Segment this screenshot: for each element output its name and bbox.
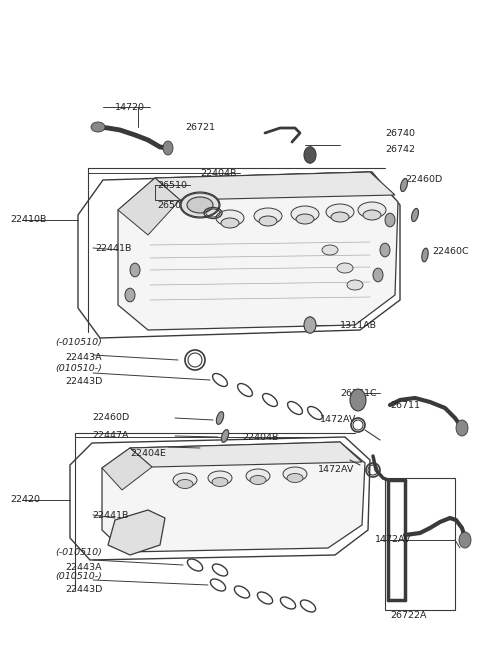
Text: 26711: 26711 bbox=[390, 400, 420, 409]
Text: (-010510): (-010510) bbox=[55, 548, 102, 557]
Ellipse shape bbox=[221, 218, 239, 228]
Ellipse shape bbox=[422, 248, 428, 262]
Ellipse shape bbox=[459, 532, 471, 548]
Ellipse shape bbox=[326, 204, 354, 220]
Ellipse shape bbox=[287, 474, 303, 483]
Text: 22460C: 22460C bbox=[432, 248, 468, 257]
Polygon shape bbox=[102, 448, 152, 490]
Text: 22441B: 22441B bbox=[92, 510, 128, 519]
Text: 1472AV: 1472AV bbox=[320, 415, 356, 424]
Circle shape bbox=[304, 317, 316, 333]
Text: 22410B: 22410B bbox=[10, 215, 47, 225]
Text: 1311AB: 1311AB bbox=[340, 320, 377, 329]
Text: 22404B: 22404B bbox=[242, 432, 278, 441]
Text: 26502: 26502 bbox=[157, 200, 187, 210]
Ellipse shape bbox=[259, 216, 277, 226]
Text: 22404B: 22404B bbox=[200, 168, 236, 178]
Ellipse shape bbox=[216, 411, 224, 424]
Ellipse shape bbox=[250, 476, 266, 485]
Polygon shape bbox=[130, 442, 362, 467]
Text: 26761C: 26761C bbox=[340, 388, 377, 398]
Text: 22404E: 22404E bbox=[130, 449, 166, 457]
Text: 22460D: 22460D bbox=[92, 413, 129, 422]
Ellipse shape bbox=[163, 141, 173, 155]
Text: 22443D: 22443D bbox=[65, 586, 102, 595]
Ellipse shape bbox=[181, 193, 219, 217]
Text: 22447A: 22447A bbox=[92, 432, 129, 441]
Text: 14720: 14720 bbox=[115, 103, 145, 113]
Text: 22420: 22420 bbox=[10, 495, 40, 504]
Ellipse shape bbox=[177, 479, 193, 489]
Text: 1472AV: 1472AV bbox=[375, 536, 411, 544]
Polygon shape bbox=[155, 172, 395, 200]
Ellipse shape bbox=[208, 471, 232, 485]
Ellipse shape bbox=[212, 477, 228, 487]
Ellipse shape bbox=[411, 208, 419, 221]
Ellipse shape bbox=[347, 280, 363, 290]
Ellipse shape bbox=[337, 263, 353, 273]
Text: 26721: 26721 bbox=[185, 122, 215, 132]
Text: 22460D: 22460D bbox=[405, 176, 442, 185]
Ellipse shape bbox=[400, 178, 408, 191]
Ellipse shape bbox=[456, 420, 468, 436]
Text: (010510-): (010510-) bbox=[55, 364, 102, 373]
Ellipse shape bbox=[254, 208, 282, 224]
Ellipse shape bbox=[296, 214, 314, 224]
Text: 26742: 26742 bbox=[385, 145, 415, 155]
Polygon shape bbox=[118, 178, 180, 235]
Text: (010510-): (010510-) bbox=[55, 572, 102, 580]
Ellipse shape bbox=[91, 122, 105, 132]
Ellipse shape bbox=[322, 245, 338, 255]
Circle shape bbox=[373, 268, 383, 282]
Text: 22441B: 22441B bbox=[95, 244, 132, 252]
Ellipse shape bbox=[331, 212, 349, 222]
Ellipse shape bbox=[173, 473, 197, 487]
Circle shape bbox=[385, 213, 395, 227]
Polygon shape bbox=[108, 510, 165, 555]
Circle shape bbox=[350, 389, 366, 411]
Text: 22443D: 22443D bbox=[65, 377, 102, 386]
Text: 26722A: 26722A bbox=[390, 610, 427, 620]
Circle shape bbox=[304, 147, 316, 163]
Ellipse shape bbox=[358, 202, 386, 218]
Text: 1472AV: 1472AV bbox=[318, 466, 354, 474]
Text: (-010510): (-010510) bbox=[55, 339, 102, 348]
Polygon shape bbox=[102, 442, 365, 552]
Ellipse shape bbox=[291, 206, 319, 222]
Polygon shape bbox=[118, 172, 398, 330]
Ellipse shape bbox=[283, 467, 307, 481]
Text: 26510: 26510 bbox=[157, 181, 187, 191]
Ellipse shape bbox=[363, 210, 381, 220]
Circle shape bbox=[130, 263, 140, 277]
Text: 22443A: 22443A bbox=[65, 352, 102, 362]
Circle shape bbox=[380, 243, 390, 257]
Ellipse shape bbox=[246, 469, 270, 483]
Ellipse shape bbox=[221, 430, 228, 442]
Ellipse shape bbox=[187, 197, 213, 213]
Text: 22443A: 22443A bbox=[65, 563, 102, 572]
Circle shape bbox=[125, 288, 135, 302]
Ellipse shape bbox=[216, 210, 244, 226]
Text: 26740: 26740 bbox=[385, 128, 415, 138]
